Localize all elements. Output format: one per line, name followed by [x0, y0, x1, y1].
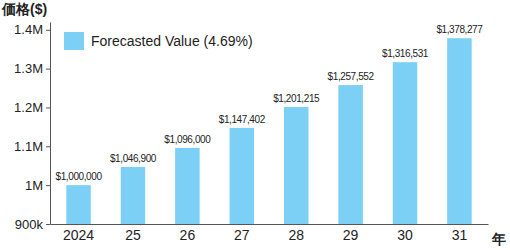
- bar: [66, 185, 90, 224]
- data-label: $1,257,552: [328, 71, 375, 82]
- legend: Forecasted Value (4.69%): [64, 32, 253, 50]
- bar: [393, 62, 417, 224]
- x-tick: 27: [234, 224, 250, 243]
- y-tick-label: 1.4M: [14, 22, 43, 37]
- bar: [175, 148, 199, 224]
- y-tick: 1.1M: [14, 139, 50, 154]
- y-axis-title: 価格($): [1, 1, 47, 17]
- data-label: $1,378,277: [436, 24, 483, 35]
- x-tick: 31: [452, 224, 468, 243]
- legend-label: Forecasted Value (4.69%): [91, 33, 253, 49]
- x-tick-label: 25: [125, 227, 141, 243]
- data-labels: $1,000,000 $1,046,900 $1,096,000 $1,147,402…: [56, 24, 484, 182]
- y-tick-label: 1.1M: [14, 139, 43, 154]
- y-tick-label: 1M: [25, 178, 43, 193]
- y-tick: 1.3M: [14, 61, 50, 76]
- x-tick: 25: [125, 224, 141, 243]
- x-tick-label: 30: [397, 227, 413, 243]
- legend-swatch: [64, 32, 84, 50]
- plot: 900k 1M 1.1M 1.2M 1.3M 1.4M 2024 25 26 27 28 29 30 31…: [14, 22, 488, 243]
- y-axis-line: [50, 23, 51, 225]
- x-axis-title: 年: [491, 231, 506, 247]
- chart: 900k 1M 1.1M 1.2M 1.3M 1.4M 2024 25 26 27 28 29 30 31…: [0, 0, 510, 250]
- x-tick: 28: [288, 224, 304, 243]
- y-tick: 1M: [25, 178, 50, 193]
- x-axis: 2024 25 26 27 28 29 30 31: [51, 224, 489, 243]
- y-tick: 900k: [15, 217, 50, 232]
- data-label: $1,147,402: [219, 114, 266, 125]
- y-tick-mark: [46, 224, 50, 225]
- x-axis-line: [51, 224, 489, 225]
- bar: [121, 167, 145, 224]
- x-tick: 30: [397, 224, 413, 243]
- y-tick-label: 1.3M: [14, 61, 43, 76]
- y-tick-mark: [46, 30, 50, 31]
- data-label: $1,201,215: [273, 93, 320, 104]
- x-tick-label: 2024: [63, 227, 94, 243]
- y-tick-mark: [46, 107, 50, 108]
- x-tick-label: 26: [180, 227, 196, 243]
- x-tick-label: 29: [343, 227, 359, 243]
- bar: [338, 85, 362, 224]
- bar: [230, 128, 254, 224]
- x-tick-label: 31: [452, 227, 468, 243]
- y-tick-mark: [46, 185, 50, 186]
- x-tick: 26: [180, 224, 196, 243]
- x-tick: 2024: [63, 224, 94, 243]
- bars: [66, 38, 471, 224]
- data-label: $1,000,000: [56, 171, 103, 182]
- data-label: $1,046,900: [110, 153, 157, 164]
- y-axis: 900k 1M 1.1M 1.2M 1.3M 1.4M: [14, 22, 50, 231]
- bar: [284, 107, 308, 224]
- y-tick: 1.2M: [14, 100, 50, 115]
- data-label: $1,096,000: [164, 134, 211, 145]
- x-tick: 29: [343, 224, 359, 243]
- y-tick: 1.4M: [14, 22, 50, 37]
- data-label: $1,316,531: [382, 48, 429, 59]
- y-tick-label: 900k: [15, 217, 44, 232]
- x-tick-label: 27: [234, 227, 250, 243]
- x-tick-label: 28: [288, 227, 304, 243]
- bar: [447, 38, 471, 224]
- y-tick-label: 1.2M: [14, 100, 43, 115]
- y-tick-mark: [46, 146, 50, 147]
- y-tick-mark: [46, 69, 50, 70]
